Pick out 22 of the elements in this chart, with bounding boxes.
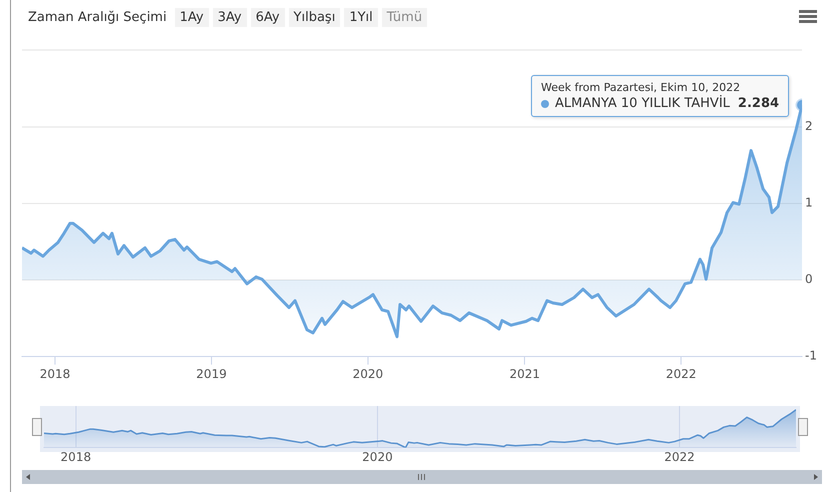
x-tick-label: 2020 [352, 366, 384, 381]
text: Tümü [382, 8, 428, 27]
legend-label: ALMANYA 10 YILLIK TAHVİL [554, 96, 730, 112]
y-tick-label: 0 [805, 272, 813, 286]
y-tick-label: 2 [805, 118, 813, 133]
x-tick-label: 2021 [509, 366, 540, 381]
text: Yılbaşı [288, 8, 340, 27]
text: 1Ay [174, 8, 209, 27]
text: 1Yıl [344, 8, 378, 27]
text: 6Ay [250, 8, 285, 27]
x-tick-label: 2022 [666, 366, 696, 381]
x-tick-label: 2022 [664, 450, 695, 464]
x-tick-label: 2019 [196, 366, 227, 381]
text: Zaman Aralığı Seçimi [28, 10, 167, 25]
annotation: Week from Pazartesi, Ekim 10, 2022 [540, 81, 742, 94]
data-label: 2.284 [738, 96, 780, 112]
y-tick-label: -1 [805, 348, 818, 363]
x-tick-label: 2018 [60, 450, 92, 464]
x-tick-label: 2018 [40, 366, 70, 381]
x-tick-label: 2020 [362, 450, 393, 464]
text: 3Ay [212, 8, 247, 27]
y-tick-label: 1 [805, 196, 813, 210]
